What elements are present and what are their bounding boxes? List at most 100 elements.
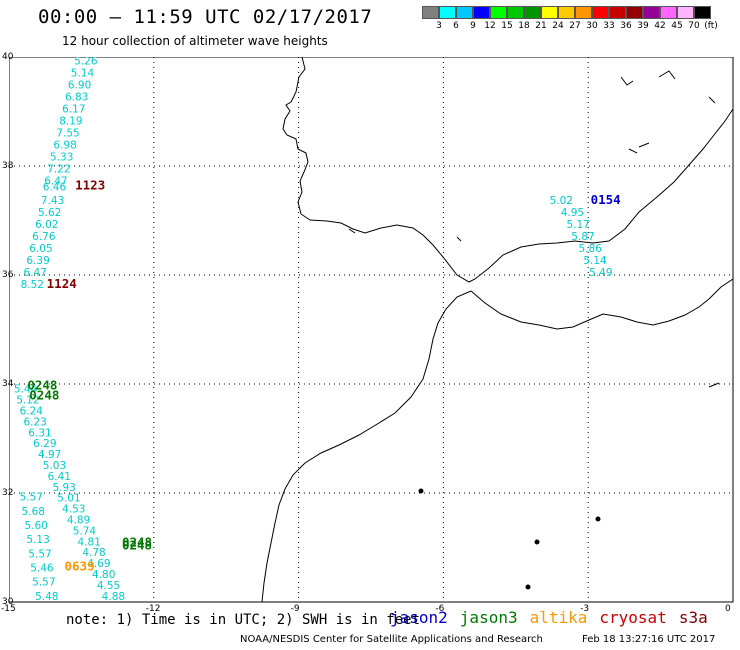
longitude-tick-label: -3	[580, 604, 590, 614]
swh-value-label: 6.39	[26, 255, 49, 267]
satellite-legend: jason2 jason3 altika cryosat s3a	[390, 608, 720, 627]
color-swatch	[507, 6, 524, 19]
color-scale-label: (ft)	[704, 21, 718, 31]
swh-value-label: 6.47	[44, 176, 67, 188]
swh-value-label: 5.74	[73, 525, 97, 537]
swh-value-label: 5.62	[38, 207, 61, 219]
satellite-legend-item: jason3	[459, 608, 518, 627]
color-scale-label: 42	[654, 21, 666, 31]
color-scale-label: 39	[637, 21, 649, 31]
swh-value-label: 5.86	[579, 243, 603, 255]
swh-value-label: 6.83	[65, 92, 88, 104]
inland-features	[348, 70, 720, 388]
swh-value-label: 5.02	[550, 195, 573, 207]
swh-value-label: 4.89	[67, 515, 90, 527]
longitude-tick-label: -6	[435, 604, 445, 614]
swh-value-label: 4.69	[87, 558, 110, 570]
swh-value-label: 7.22	[47, 164, 70, 176]
color-swatch	[694, 6, 711, 19]
color-scale-label: 45	[671, 21, 683, 31]
satellite-legend-item: cryosat	[599, 608, 667, 627]
pass-time-label: 0154	[591, 192, 621, 207]
longitude-tick-label: 0	[725, 604, 731, 614]
swh-value-label: 6.05	[29, 243, 52, 255]
swh-value-label: 5.12	[16, 395, 39, 407]
latitude-tick-label: 30	[2, 597, 14, 607]
satellite-legend-item: altika	[529, 608, 588, 627]
swh-value-label: 6.23	[23, 416, 46, 428]
page-title: 00:00 – 11:59 UTC 02/17/2017	[38, 6, 373, 28]
islands	[418, 488, 601, 590]
swh-value-label: 6.46	[43, 182, 67, 194]
coastline-morocco-north	[470, 290, 710, 330]
swh-value-label: 5.57	[28, 548, 51, 560]
color-swatch	[524, 6, 541, 19]
swh-value-label: 6.29	[33, 438, 56, 450]
swh-value-label: 5.93	[52, 482, 75, 494]
swh-value-label: 5.57	[20, 492, 43, 504]
longitude-tick-label: -15	[1, 604, 16, 614]
color-swatch	[677, 6, 694, 19]
wave-height-map: 5.265.146.906.836.178.197.556.985.337.22…	[9, 57, 734, 603]
swh-value-label: 5.46	[30, 562, 54, 574]
color-swatch	[541, 6, 558, 19]
swh-value-label: 4.88	[102, 591, 125, 603]
color-scale-label: 36	[620, 21, 632, 31]
color-scale-label: 30	[586, 21, 598, 31]
color-swatch	[660, 6, 677, 19]
coastline-morocco-west	[261, 290, 472, 603]
map-gridlines	[9, 57, 733, 602]
swh-value-label: 5.14	[71, 68, 95, 80]
color-scale-label: 18	[518, 21, 530, 31]
color-scale-legend	[422, 6, 711, 19]
coastline-iberia-south	[309, 108, 734, 283]
swh-value-label: 4.95	[561, 207, 584, 219]
latitude-tick-label: 34	[2, 379, 14, 389]
swh-value-label: 4.78	[82, 547, 105, 559]
satellite-legend-item: jason2	[390, 608, 448, 627]
color-swatch	[643, 6, 660, 19]
generated-timestamp: Feb 18 13:27:16 UTC 2017	[582, 634, 716, 645]
swh-value-label: 5.87	[571, 231, 594, 243]
coastline-algeria	[708, 278, 734, 300]
longitude-tick-label: -9	[290, 604, 300, 614]
swh-value-label: 4.80	[92, 569, 115, 581]
pass-time-label: 0248	[122, 538, 152, 553]
latitude-tick-label: 40	[2, 52, 14, 62]
color-scale-label: 33	[603, 21, 615, 31]
swh-value-label: 6.98	[53, 140, 76, 152]
swh-value-label: 5.48	[35, 591, 58, 603]
color-swatch	[473, 6, 490, 19]
latitude-tick-label: 36	[2, 270, 14, 280]
color-scale-label: 6	[453, 21, 459, 31]
credit-line: NOAA/NESDIS Center for Satellite Applica…	[240, 634, 543, 645]
color-swatch	[439, 6, 456, 19]
swh-value-label: 5.26	[74, 57, 98, 68]
swh-value-label: 6.47	[23, 267, 46, 279]
swh-value-label: 5.57	[32, 577, 55, 589]
color-swatch	[490, 6, 507, 19]
color-scale-label: 70	[688, 21, 700, 31]
swh-value-label: 6.31	[28, 427, 51, 439]
coastline-iberia-west	[282, 57, 311, 221]
pass-time-label: 1123	[75, 177, 105, 192]
color-swatch	[422, 6, 439, 19]
color-swatch	[626, 6, 643, 19]
swh-value-label: 5.14	[583, 255, 607, 267]
latitude-tick-label: 32	[2, 488, 14, 498]
pass-time-labels: 112311240154024802480248024806390638	[27, 177, 621, 573]
swh-value-label: 5.33	[50, 152, 73, 164]
swh-value-label: 5.01	[57, 493, 80, 505]
swh-value-label: 5.13	[26, 534, 49, 546]
footer-note: note: 1) Time is in UTC; 2) SWH is in fe…	[66, 612, 421, 628]
swh-value-label: 4.55	[97, 580, 120, 592]
swh-value-label: 5.60	[24, 520, 47, 532]
coastline	[261, 57, 734, 603]
color-scale-label: 15	[501, 21, 513, 31]
color-scale-label: 12	[484, 21, 496, 31]
swh-value-label: 8.52	[21, 279, 44, 291]
map-frame	[9, 57, 734, 603]
color-scale-label: 24	[552, 21, 564, 31]
color-scale-label: 27	[569, 21, 581, 31]
pass-time-label: 1124	[47, 276, 77, 291]
